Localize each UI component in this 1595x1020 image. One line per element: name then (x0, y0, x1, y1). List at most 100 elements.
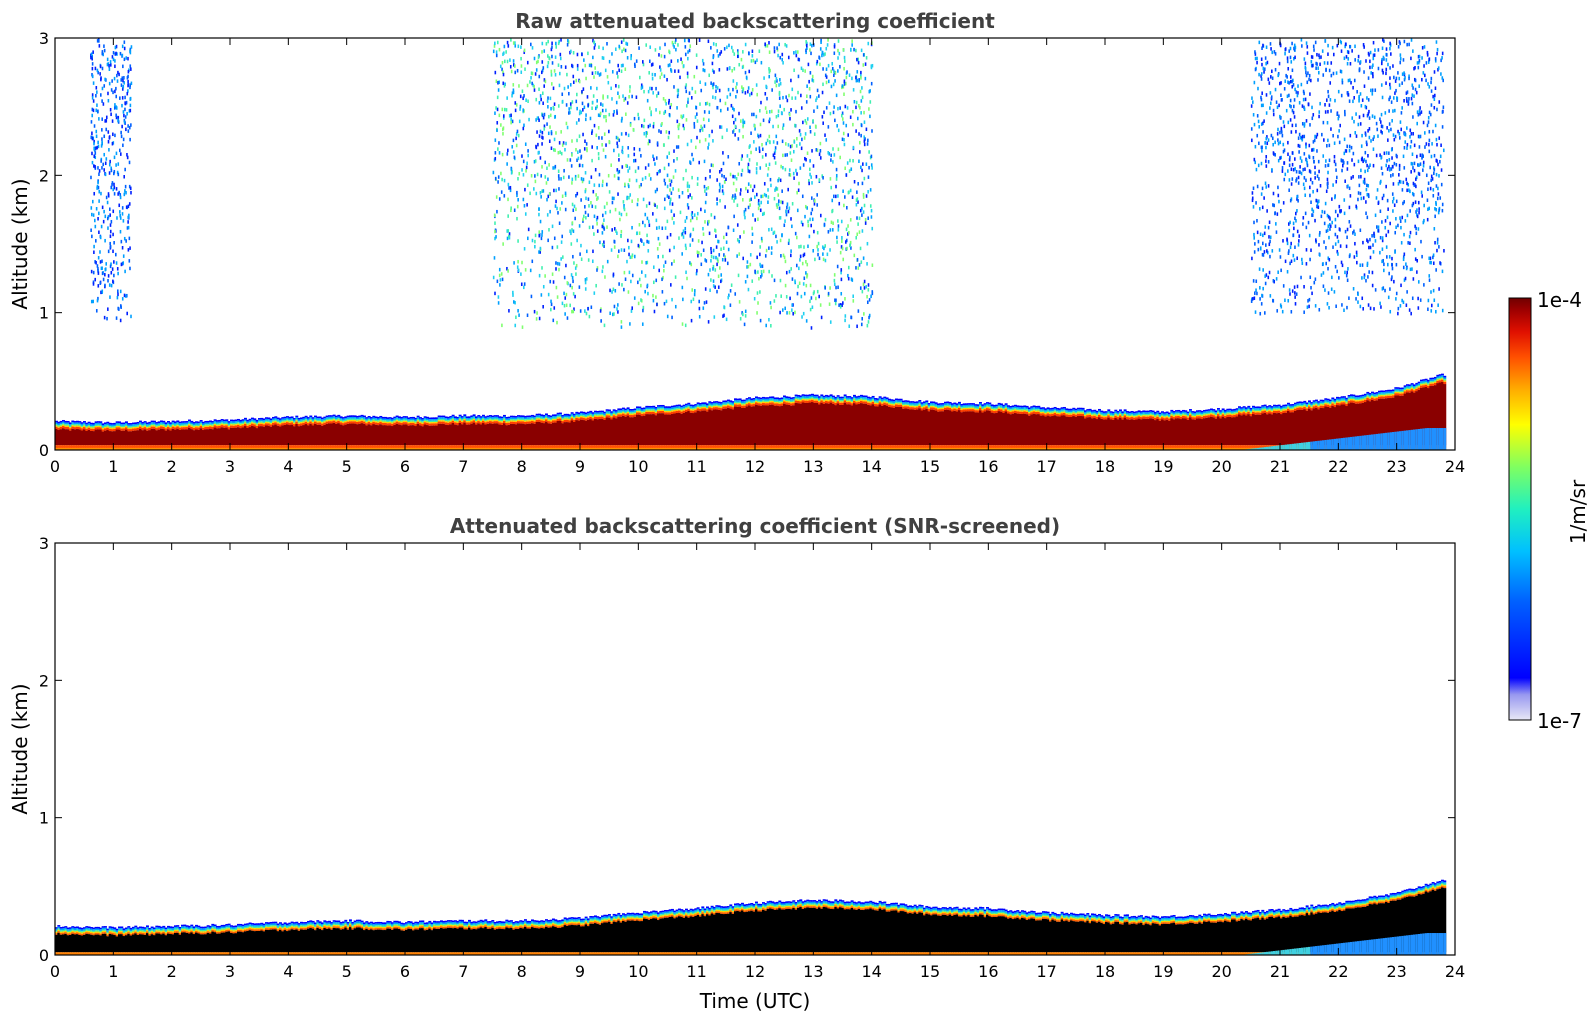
layer-cell (360, 423, 364, 446)
layer-cell (281, 421, 285, 424)
layer-cell (125, 421, 128, 424)
layer-cell (815, 394, 819, 397)
layer-cell (456, 447, 460, 450)
layer-cell (1315, 399, 1318, 402)
layer-cell (1247, 405, 1251, 408)
layer-cell (253, 423, 257, 425)
layer-cell (428, 425, 432, 446)
layer-cell (274, 445, 278, 448)
layer-cell (456, 425, 460, 446)
layer-cell (321, 419, 324, 421)
layer-cell (584, 420, 588, 446)
layer-cell (185, 422, 189, 425)
layer-cell (101, 445, 105, 448)
layer-cell (428, 447, 432, 450)
layer-cell (59, 445, 63, 448)
layer-cell (73, 421, 77, 423)
layer-cell (451, 414, 455, 417)
layer-cell (146, 445, 149, 448)
layer-cell (561, 416, 565, 419)
layer-cell (391, 417, 394, 420)
layer-cell (540, 416, 544, 418)
layer-cell (113, 445, 117, 448)
layer-cell (570, 445, 574, 448)
layer-cell (283, 421, 287, 423)
layer-cell (160, 422, 163, 424)
layer-cell (414, 421, 418, 423)
layer-cell (108, 445, 112, 448)
layer-cell (500, 419, 504, 422)
layer-cell (517, 421, 520, 424)
layer-cell (589, 419, 593, 446)
layer-cell (248, 423, 252, 425)
layer-cell (363, 415, 366, 418)
layer-cell (531, 447, 534, 450)
layer-cell (304, 417, 308, 420)
layer-cell (342, 418, 345, 421)
layer-cell (279, 445, 282, 448)
layer-cell (286, 416, 289, 418)
layer-cell (456, 445, 460, 448)
layer-cell (230, 447, 233, 450)
layer-cell (94, 445, 98, 448)
layer-cell (577, 412, 581, 415)
layer-cell (440, 420, 443, 422)
layer-cell (297, 421, 301, 423)
layer-cell (232, 447, 236, 450)
layer-cell (181, 445, 184, 448)
layer-cell (475, 416, 478, 418)
noise-pixel (92, 81, 95, 85)
layer-cell (503, 447, 506, 450)
layer-cell (153, 422, 156, 424)
layer-cell (339, 416, 343, 418)
layer-cell (435, 447, 439, 450)
layer-cell (405, 447, 408, 450)
layer-cell (351, 421, 355, 424)
layer-cell (76, 447, 79, 450)
layer-cell (351, 445, 355, 448)
layer-cell (337, 419, 341, 421)
layer-cell (125, 429, 128, 446)
layer-cell (379, 447, 383, 450)
layer-cell (71, 422, 75, 424)
layer-cell (122, 424, 126, 426)
layer-cell (248, 418, 252, 421)
layer-cell (449, 445, 453, 448)
layer-cell (141, 425, 145, 427)
layer-cell (423, 420, 427, 423)
layer-cell (561, 423, 565, 446)
layer-cell (507, 424, 511, 446)
layer-cell (442, 417, 446, 419)
layer-cell (444, 421, 448, 423)
layer-cell (106, 421, 110, 424)
layer-cell (1303, 400, 1307, 403)
layer-cell (374, 419, 378, 422)
layer-cell (141, 426, 145, 428)
layer-cell (66, 447, 70, 450)
layer-cell (372, 424, 376, 446)
layer-cell (416, 447, 420, 450)
layer-cell (272, 422, 275, 426)
layer-cell (64, 422, 68, 425)
noise-pixel (122, 219, 125, 223)
layer-cell (435, 422, 439, 424)
layer-cell (346, 415, 350, 418)
layer-cell (111, 445, 114, 448)
layer-cell (127, 431, 131, 446)
layer-cell (174, 429, 177, 446)
layer-cell (199, 420, 203, 422)
layer-cell (211, 425, 215, 428)
layer-cell (414, 419, 418, 422)
layer-cell (230, 422, 233, 425)
layer-cell (496, 418, 499, 420)
layer-cell (276, 422, 280, 424)
layer-cell (570, 416, 574, 419)
noise-pixel (121, 96, 124, 100)
layer-cell (183, 427, 187, 430)
layer-cell (220, 423, 224, 426)
layer-cell (309, 447, 313, 450)
layer-cell (66, 429, 70, 446)
layer-cell (521, 418, 525, 421)
noise-pixel (122, 137, 125, 142)
layer-cell (78, 421, 82, 423)
